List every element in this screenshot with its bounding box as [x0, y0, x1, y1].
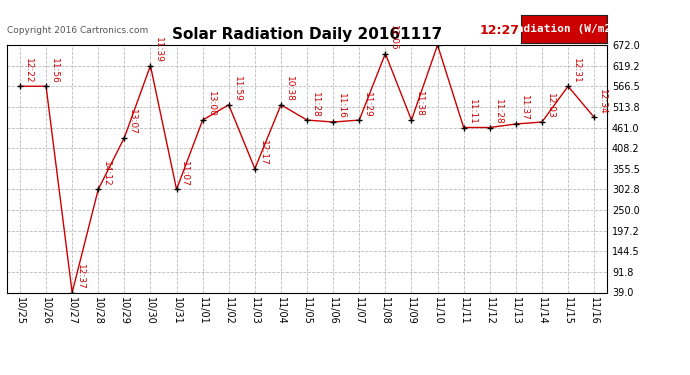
Text: 12:22: 12:22 — [23, 58, 33, 84]
Text: 12:05: 12:05 — [389, 25, 398, 51]
Text: 13:07: 13:07 — [128, 109, 137, 135]
Text: 11:38: 11:38 — [415, 92, 424, 117]
Text: 14:12: 14:12 — [102, 161, 111, 187]
Text: 11:29: 11:29 — [363, 92, 372, 117]
Text: 11:59: 11:59 — [233, 76, 241, 102]
Text: 12:27: 12:27 — [480, 24, 520, 38]
Text: 12:37: 12:37 — [76, 264, 85, 290]
Text: 11:28: 11:28 — [493, 99, 502, 125]
Text: 11:39: 11:39 — [155, 37, 164, 63]
Text: 11:28: 11:28 — [311, 92, 320, 117]
Text: 12:17: 12:17 — [259, 140, 268, 166]
Text: 11:56: 11:56 — [50, 58, 59, 84]
Title: Solar Radiation Daily 20161117: Solar Radiation Daily 20161117 — [172, 27, 442, 42]
Text: 11:07: 11:07 — [180, 161, 189, 187]
Text: 11:11: 11:11 — [468, 99, 477, 125]
Text: 11:16: 11:16 — [337, 93, 346, 119]
Text: 13:00: 13:00 — [206, 92, 215, 117]
Text: Copyright 2016 Cartronics.com: Copyright 2016 Cartronics.com — [7, 26, 148, 35]
Text: 11:37: 11:37 — [520, 95, 529, 121]
Text: 12:34: 12:34 — [598, 89, 607, 114]
Text: Radiation (W/m2): Radiation (W/m2) — [510, 24, 618, 34]
Text: 12:03: 12:03 — [546, 93, 555, 119]
Text: 10:38: 10:38 — [285, 76, 294, 102]
Text: 12:31: 12:31 — [572, 58, 581, 84]
